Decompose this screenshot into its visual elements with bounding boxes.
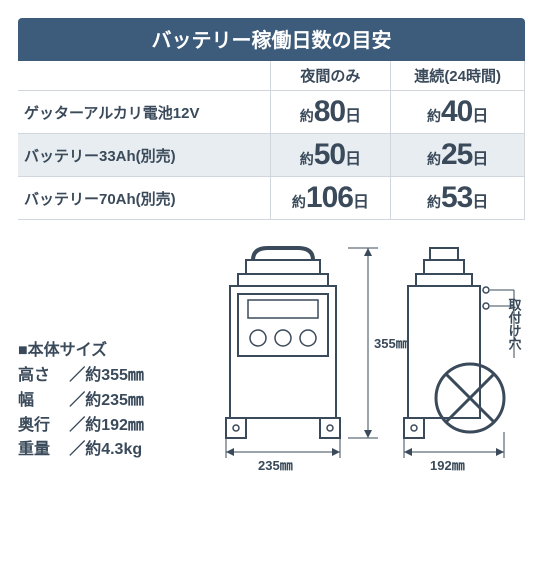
col-cont: 連続(24時間)	[391, 61, 525, 91]
dim-width-side-text: 192㎜	[430, 458, 465, 473]
table-body: ゲッターアルカリ電池12V 約80日 約40日 バッテリー33Ah(別売) 約5…	[18, 91, 525, 220]
spec-block: ■本体サイズ 高さ／約355㎜ 幅／約235㎜ 奥行／約192㎜ 重量／約4.3…	[18, 336, 208, 463]
row-name: バッテリー33Ah(別売)	[18, 134, 270, 177]
spec-row: 重量／約4.3kg	[18, 438, 208, 463]
lower-section: ■本体サイズ 高さ／約355㎜ 幅／約235㎜ 奥行／約192㎜ 重量／約4.3…	[18, 238, 525, 498]
dim-height: 355㎜	[348, 248, 409, 438]
spec-row: 幅／約235㎜	[18, 389, 208, 414]
battery-table: 夜間のみ 連続(24時間) ゲッターアルカリ電池12V 約80日 約40日 バッ…	[18, 61, 525, 220]
spec-row: 奥行／約192㎜	[18, 414, 208, 439]
banner: バッテリー稼働日数の目安	[18, 18, 525, 61]
table-row: バッテリー33Ah(別売) 約50日 約25日	[18, 134, 525, 177]
side-view-icon	[404, 248, 504, 438]
row-cont: 約25日	[391, 134, 525, 177]
row-night: 約106日	[270, 177, 391, 220]
hole-label-text: 取付け穴	[507, 298, 522, 351]
row-cont: 約40日	[391, 91, 525, 134]
dim-width-front: 235㎜	[226, 438, 340, 473]
dim-width-front-text: 235㎜	[258, 458, 293, 473]
row-night: 約50日	[270, 134, 391, 177]
col-night-label: 夜間のみ	[300, 68, 360, 85]
spec-title: ■本体サイズ	[18, 336, 208, 360]
row-cont: 約53日	[391, 177, 525, 220]
row-night: 約80日	[270, 91, 391, 134]
row-name: ゲッターアルカリ電池12V	[18, 91, 270, 134]
dim-height-text: 355㎜	[374, 336, 409, 351]
device-diagram: 235㎜ 355㎜	[218, 238, 528, 488]
table-row: ゲッターアルカリ電池12V 約80日 約40日	[18, 91, 525, 134]
col-night: 夜間のみ	[270, 61, 391, 91]
table-row: バッテリー70Ah(別売) 約106日 約53日	[18, 177, 525, 220]
spec-row: 高さ／約355㎜	[18, 364, 208, 389]
col-cont-sub: (24時間)	[444, 68, 501, 85]
front-view-icon	[226, 248, 340, 438]
col-cont-label: 連続	[414, 68, 444, 85]
row-name: バッテリー70Ah(別売)	[18, 177, 270, 220]
hole-label-group: 取付け穴	[490, 290, 522, 358]
col-blank	[18, 61, 270, 91]
table-header-row: 夜間のみ 連続(24時間)	[18, 61, 525, 91]
